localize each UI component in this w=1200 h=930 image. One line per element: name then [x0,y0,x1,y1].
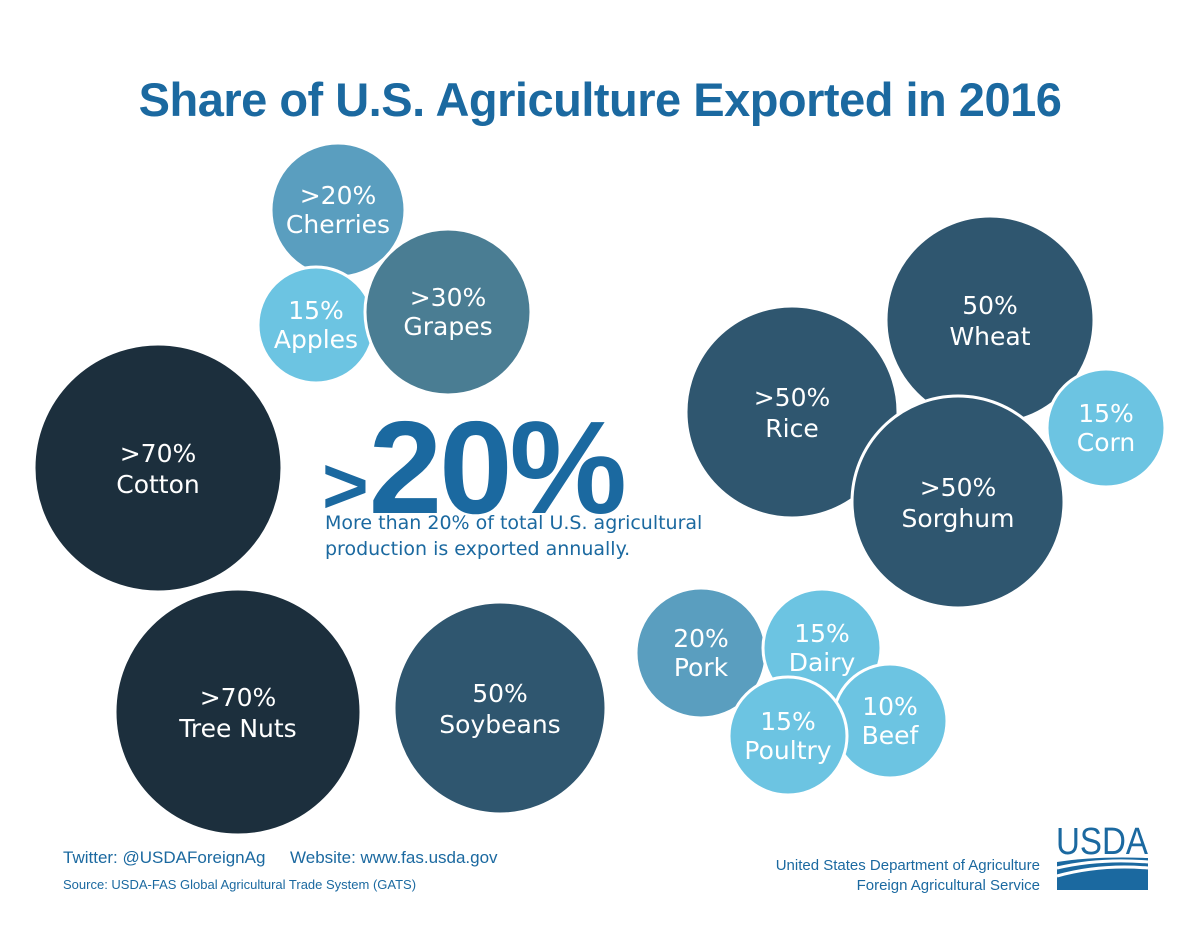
bubble-circle [850,394,1066,610]
bubble-share: 15% [760,707,816,736]
bubble-share: >70% [200,683,277,712]
bubble-beef: 10%Beef [831,662,949,780]
headline-stat: >20% [322,392,627,543]
bubble-product: Poultry [744,736,831,765]
bubble-product: Wheat [949,322,1030,351]
bubble-product: Cotton [116,470,200,499]
headline-value: 20% [368,394,627,541]
org-name: United States Department of Agriculture [775,857,1040,874]
source-note: Source: USDA-FAS Global Agricultural Tra… [63,877,417,892]
bubble-product: Rice [765,414,818,443]
bubble-apples: 15%Apples [256,265,376,385]
bubble-product: Pork [674,653,729,682]
bubble-poultry: 15%Poultry [727,675,849,797]
bubble-cherries: >20%Cherries [269,141,407,279]
bubble-share: >50% [754,383,831,412]
bubble-tree-nuts: >70%Tree Nuts [113,587,363,837]
bubble-soybeans: 50%Soybeans [392,600,608,816]
bubble-sorghum: >50%Sorghum [850,394,1066,610]
bubble-wheat: 50%Wheat [884,214,1096,426]
bubble-share: 15% [794,619,850,648]
bubble-product: Cherries [286,210,390,239]
bubble-share: 20% [673,624,729,653]
bubble-circle [32,342,284,594]
bubble-circle [392,600,608,816]
bubble-share: 50% [472,679,528,708]
bubble-product: Dairy [789,648,856,677]
bubble-share: 50% [962,291,1018,320]
bubble-product: Grapes [403,312,492,341]
bubble-product: Soybeans [439,710,560,739]
bubble-corn: 15%Corn [1045,367,1167,489]
bubble-share: >20% [300,181,377,210]
twitter-handle[interactable]: Twitter: @USDAForeignAg [63,848,266,867]
bubble-product: Sorghum [902,504,1015,533]
bubble-pork: 20%Pork [634,586,768,720]
page-title: Share of U.S. Agriculture Exported in 20… [138,73,1062,126]
bubble-share: 10% [862,692,918,721]
bubble-circle [363,227,533,397]
bubble-product: Beef [862,721,920,750]
svg-text:USDA: USDA [1056,822,1149,863]
usda-logo: USDA [1056,822,1149,890]
headline-description: More than 20% of total U.S. agricultural… [325,512,703,560]
bubble-circle [727,675,849,797]
bubble-circle [1045,367,1167,489]
bubble-product: Tree Nuts [178,714,296,743]
bubble-share: 15% [288,296,344,325]
bubble-product: Corn [1077,428,1135,457]
bubble-share: >30% [410,283,487,312]
bubble-circle [684,304,900,520]
bubble-share: 15% [1078,399,1134,428]
headline-prefix: > [322,441,369,530]
bubble-circle [113,587,363,837]
bubble-grapes: >30%Grapes [363,227,533,397]
agency-name: Foreign Agricultural Service [856,877,1040,894]
bubble-rice: >50%Rice [684,304,900,520]
bubble-share: >70% [120,439,197,468]
bubble-product: Apples [274,325,358,354]
bubble-share: >50% [920,473,997,502]
bubble-cotton: >70%Cotton [32,342,284,594]
website-link[interactable]: Website: www.fas.usda.gov [290,848,498,867]
